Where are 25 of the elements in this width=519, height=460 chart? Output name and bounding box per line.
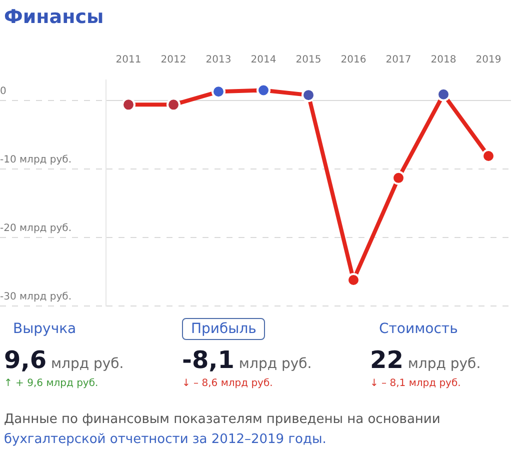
text: Данные по финансовым показателям приведены на основании	[4, 412, 440, 427]
text: бухгалтерской отчетности за 2012–2019 годы.	[4, 432, 326, 447]
text: Выручка	[12, 320, 78, 339]
chart-title: Финансы	[4, 6, 104, 28]
x-tick-label: 2011	[116, 54, 142, 66]
y-tick-label: -30 млрд руб.	[0, 292, 72, 303]
x-tick-label: 2017	[386, 54, 412, 66]
y-tick-label: 0	[0, 86, 6, 98]
text: ↓ – 8,6 млрд руб.	[182, 378, 274, 389]
text: Стоимость	[378, 320, 459, 339]
text: 22 млрд руб.	[370, 346, 481, 374]
x-tick-label: 2013	[206, 54, 232, 66]
x-tick-label: 2019	[476, 54, 502, 66]
y-tick-label: -10 млрд руб.	[0, 154, 72, 166]
y-tick-label: -20 млрд руб.	[0, 223, 72, 234]
text: Прибыль	[182, 318, 266, 340]
x-tick-label: 2014	[250, 54, 276, 66]
x-tick-label: 2018	[430, 54, 456, 66]
text: ↑ + 9,6 млрд руб.	[4, 378, 100, 389]
x-tick-label: 2016	[340, 54, 366, 66]
text: ↓ – 8,1 млрд руб.	[370, 378, 462, 389]
x-tick-label: 2015	[296, 54, 322, 66]
text: -8,1 млрд руб.	[182, 346, 312, 374]
x-tick-label: 2012	[160, 54, 186, 66]
text: 9,6 млрд руб.	[4, 346, 124, 374]
